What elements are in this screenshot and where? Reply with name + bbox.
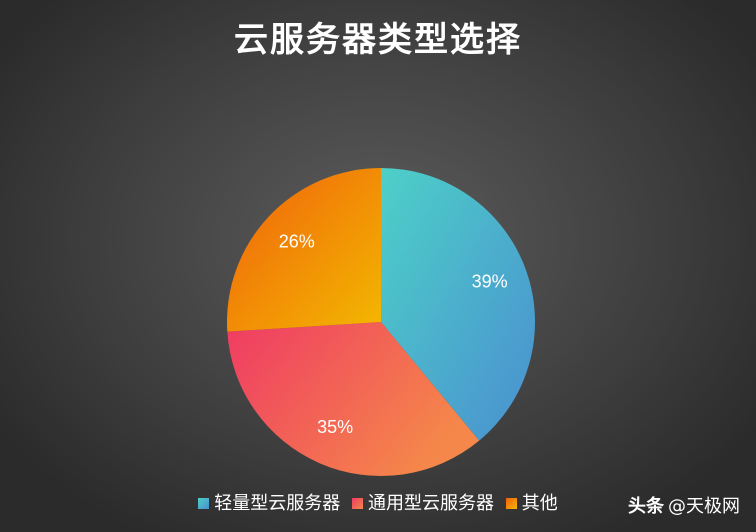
data-label-lightweight: 39% [472,272,508,292]
data-label-general: 35% [317,417,353,437]
legend-item-other: 其他 [505,489,558,515]
legend-label-other: 其他 [521,493,558,514]
legend-item-general: 通用型云服务器 [352,489,494,515]
data-label-other: 26% [279,232,315,252]
legend-swatch-other [505,497,517,509]
slice-general [227,322,480,477]
slice-lightweight [381,168,535,441]
legend-label-general: 通用型云服务器 [368,493,494,514]
watermark-brand: 头条 [628,496,664,517]
legend-swatch-lightweight [198,497,210,509]
watermark: 头条 @天极网 [628,492,740,518]
slice-other [227,168,381,332]
legend-swatch-general [352,497,363,509]
chart-title: 云服务器类型选择 [234,20,522,60]
legend-label-lightweight: 轻量型云服务器 [214,493,341,514]
legend-item-lightweight: 轻量型云服务器 [198,489,340,515]
watermark-account: @天极网 [668,496,740,517]
legend: 轻量型云服务器 通用型云服务器 其他 [0,489,756,515]
